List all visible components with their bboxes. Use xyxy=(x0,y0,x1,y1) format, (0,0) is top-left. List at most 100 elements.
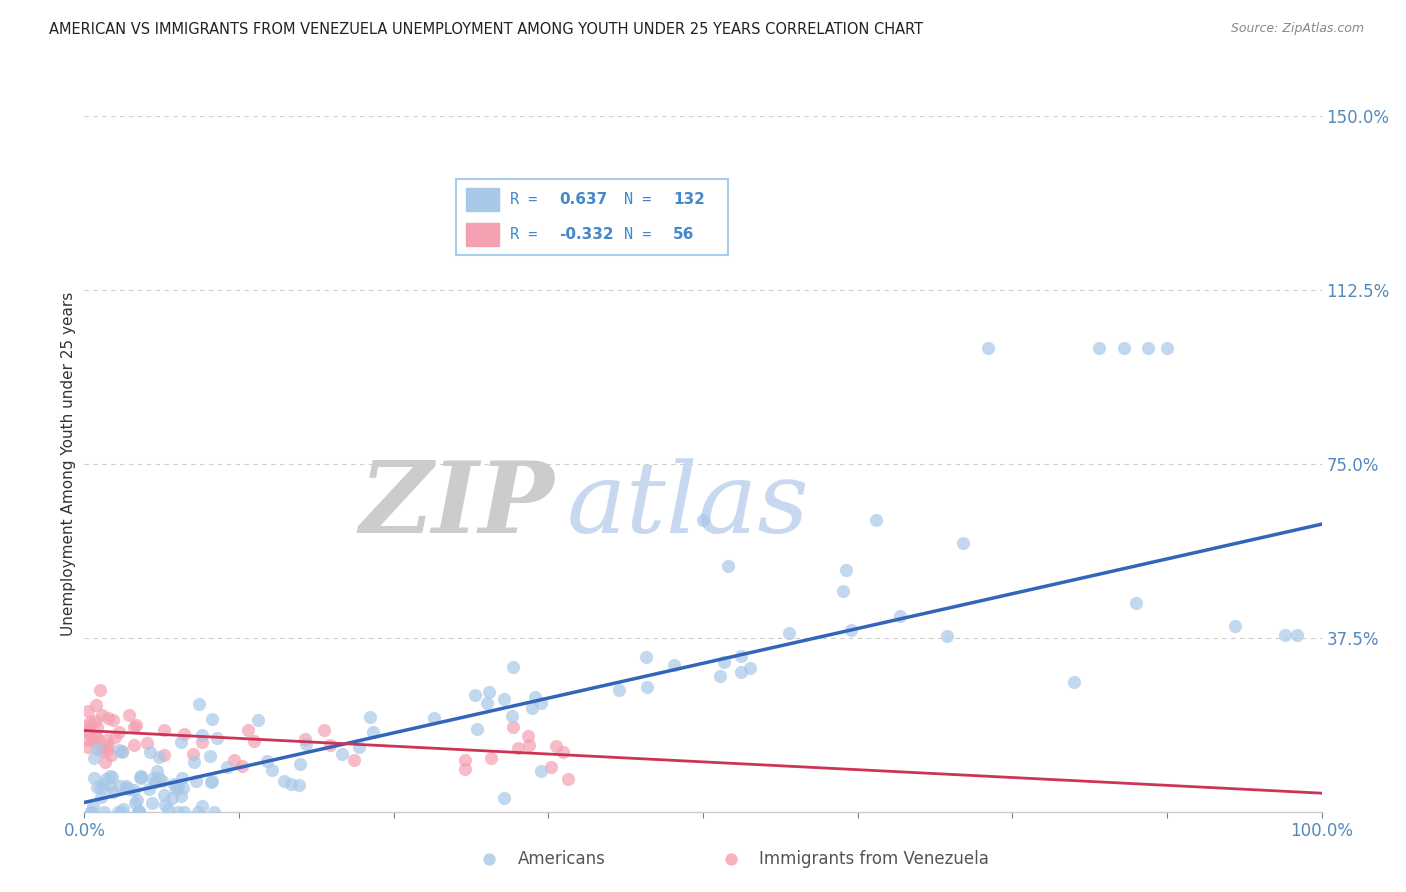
Text: -0.332: -0.332 xyxy=(560,227,613,242)
Point xyxy=(1125,596,1147,610)
Text: R =: R = xyxy=(510,227,547,242)
Point xyxy=(146,764,169,778)
Point xyxy=(738,661,761,675)
Point xyxy=(170,789,193,803)
Point xyxy=(96,743,118,757)
Point xyxy=(523,690,546,705)
Point xyxy=(101,785,124,799)
Point xyxy=(190,734,212,748)
Point xyxy=(1088,341,1111,355)
Point xyxy=(889,609,911,624)
Point xyxy=(181,747,204,761)
Point xyxy=(492,691,515,706)
Point xyxy=(129,769,152,783)
Point xyxy=(128,805,150,819)
Point xyxy=(83,771,105,785)
Point xyxy=(464,688,486,702)
Point xyxy=(319,738,342,752)
Point xyxy=(314,723,336,737)
Point xyxy=(342,753,364,767)
Point xyxy=(82,733,104,747)
Point xyxy=(163,777,186,791)
Point xyxy=(260,763,283,777)
Point xyxy=(359,710,381,724)
Point xyxy=(170,735,193,749)
Point xyxy=(517,730,540,744)
Point xyxy=(530,764,553,778)
Point xyxy=(127,805,149,819)
Point xyxy=(217,759,239,773)
Point xyxy=(79,714,101,729)
Point xyxy=(288,757,311,772)
Point xyxy=(84,729,107,743)
Bar xyxy=(467,223,499,246)
Point xyxy=(93,777,115,791)
Point xyxy=(453,762,475,776)
Point xyxy=(479,751,502,765)
Point xyxy=(124,796,146,810)
Text: Americans: Americans xyxy=(517,849,606,868)
Point xyxy=(183,756,205,770)
Point xyxy=(191,728,214,742)
Point xyxy=(287,778,309,792)
Point xyxy=(138,746,160,760)
Point xyxy=(295,737,318,751)
Point xyxy=(131,771,153,785)
Point xyxy=(86,742,108,756)
Point xyxy=(101,770,124,784)
Point xyxy=(157,801,180,815)
Point xyxy=(280,777,302,791)
Point xyxy=(467,723,489,737)
Text: N =: N = xyxy=(624,192,661,207)
Point xyxy=(77,723,100,738)
Point xyxy=(153,797,176,812)
Point xyxy=(152,748,174,763)
Point xyxy=(256,754,278,768)
Point xyxy=(108,725,131,739)
Point xyxy=(77,726,100,740)
Point xyxy=(557,772,579,786)
Point xyxy=(90,780,112,795)
Point xyxy=(138,781,160,796)
Point xyxy=(79,805,101,819)
Point xyxy=(91,707,114,722)
Point xyxy=(720,851,742,865)
Point xyxy=(243,733,266,747)
Point xyxy=(202,805,225,819)
Point xyxy=(508,740,530,755)
Point xyxy=(1223,619,1246,633)
Point xyxy=(502,720,524,734)
Point xyxy=(118,708,141,723)
Point xyxy=(83,751,105,765)
Point xyxy=(77,704,100,718)
Point xyxy=(952,535,974,549)
Point xyxy=(129,770,152,784)
Point xyxy=(86,732,108,747)
Point xyxy=(128,804,150,818)
Point xyxy=(79,717,101,731)
Point xyxy=(478,851,501,865)
Point xyxy=(187,805,209,819)
Point xyxy=(172,780,194,795)
Point xyxy=(148,750,170,764)
Point xyxy=(107,805,129,819)
Point xyxy=(1156,341,1178,355)
Point xyxy=(662,657,685,672)
Point xyxy=(205,731,228,745)
Point xyxy=(152,788,174,802)
Point xyxy=(1112,341,1135,355)
Point xyxy=(200,774,222,789)
Point xyxy=(692,512,714,526)
Point xyxy=(115,779,138,793)
Point xyxy=(98,769,121,783)
Point xyxy=(454,753,477,767)
Point xyxy=(84,698,107,713)
Point xyxy=(544,739,567,753)
Point xyxy=(540,760,562,774)
Y-axis label: Unemployment Among Youth under 25 years: Unemployment Among Youth under 25 years xyxy=(60,292,76,636)
Point xyxy=(100,748,122,763)
Point xyxy=(143,775,166,789)
Point xyxy=(86,780,108,794)
Point xyxy=(273,773,295,788)
Point xyxy=(423,711,446,725)
